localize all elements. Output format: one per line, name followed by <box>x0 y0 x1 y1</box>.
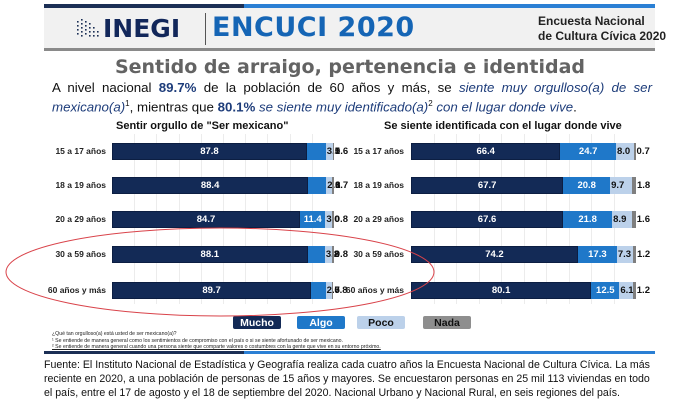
bar-segment-algo <box>307 246 325 263</box>
category-label: 30 a 59 años <box>353 249 404 259</box>
legend-algo: Algo <box>297 316 345 329</box>
header-top-bar-blue <box>244 4 655 8</box>
data-label-poco: 8.9 <box>613 214 627 225</box>
bar-segment-nada <box>332 211 334 228</box>
data-label-nada: 0.6 <box>335 146 349 157</box>
data-label-nada: 1.8 <box>637 180 651 191</box>
bar-segment-nada <box>631 177 636 194</box>
intro-text: A nivel nacional <box>52 80 159 95</box>
data-label-poco: 9.7 <box>611 180 625 191</box>
bar-segment-algo: 24.7 <box>560 143 616 160</box>
footer-rule-blue <box>244 351 655 354</box>
bar-segment-nada <box>633 143 636 160</box>
data-label-poco: 7.3 <box>617 249 632 260</box>
bar-segment-mucho: 66.4 <box>411 143 561 160</box>
bar-segment-poco <box>612 211 633 228</box>
bar-segment-poco <box>325 211 332 228</box>
intro-text: de la población de 60 años y más, se <box>196 80 459 95</box>
header-rule <box>44 48 655 51</box>
bar-segment-nada <box>332 143 335 160</box>
chart-title-pride: Sentir orgullo de "Ser mexicano" <box>116 120 289 132</box>
inegi-logo-icon <box>77 19 99 37</box>
header-subtitle-line2: de Cultura Cívica 2020 <box>538 29 667 43</box>
bar-segment-poco <box>616 246 634 263</box>
bar-segment-mucho: 88.4 <box>112 177 309 194</box>
data-label-poco: 6.1 <box>620 285 634 296</box>
intro-text: . <box>573 99 577 115</box>
category-label: 30 a 59 años <box>55 249 106 259</box>
category-label: 60 años y más <box>47 285 106 295</box>
bar-segment-algo: 21.8 <box>563 211 613 228</box>
category-label: 18 a 19 años <box>353 180 404 190</box>
product-title: ENCUCI 2020 <box>212 12 415 43</box>
data-label-nada: 0.7 <box>335 180 349 191</box>
bar-segment-algo <box>311 282 326 299</box>
intro-italic-identity: se siente muy identificado(a) <box>255 99 429 115</box>
data-label-nada: 1.2 <box>637 249 651 260</box>
category-label: 15 a 17 años <box>353 146 404 156</box>
footnote-2: ² Se entiende de manera general cuando u… <box>52 344 381 350</box>
chart-title-identity: Se siente identificada con el lugar dond… <box>384 120 622 132</box>
header-top-bar-navy <box>44 4 244 8</box>
bar-segment-nada <box>633 246 636 263</box>
bar-segment-poco <box>619 282 634 299</box>
bar-segment-nada <box>632 211 636 228</box>
data-label-nada: 1.6 <box>636 214 650 225</box>
bar-segment-poco <box>326 177 333 194</box>
intro-italic-pride: siente muy orgulloso(a) de ser mexicano(… <box>52 80 652 115</box>
data-label-nada: 0.8 <box>334 214 348 225</box>
bar-segment-mucho: 87.8 <box>112 143 307 160</box>
category-label: 20 a 29 años <box>353 214 404 224</box>
bar-segment-algo <box>308 177 327 194</box>
footer-rule-navy <box>44 351 244 354</box>
bar-segment-nada <box>332 246 334 263</box>
bar-segment-mucho: 88.1 <box>112 246 308 263</box>
bar-segment-mucho: 74.2 <box>411 246 578 263</box>
bar-segment-poco <box>610 177 632 194</box>
bar-segment-nada <box>332 177 334 194</box>
category-label: 60 años y más <box>345 285 404 295</box>
header-subtitle: Encuesta Nacional de Cultura Cívica 2020 <box>538 14 666 44</box>
footnote-ref-2: 2 <box>428 99 433 108</box>
bar-segment-algo: 20.8 <box>563 177 611 194</box>
intro-italic-place: con el lugar donde vive <box>432 99 574 115</box>
intro-value-identity: 80.1% <box>217 99 256 115</box>
category-label: 15 a 17 años <box>55 146 106 156</box>
bar-segment-mucho: 84.7 <box>112 211 301 228</box>
legend-mucho: Mucho <box>233 316 281 329</box>
category-label: 18 a 19 años <box>55 180 106 190</box>
legend-nada: Nada <box>423 316 471 329</box>
page-title: Sentido de arraigo, pertenencia e identi… <box>114 56 586 78</box>
legend-poco: Poco <box>357 316 405 329</box>
bar-segment-algo: 17.3 <box>577 246 617 263</box>
bar-segment-poco <box>615 143 634 160</box>
inegi-logo-text: INEGI <box>103 14 181 43</box>
bar-segment-mucho: 80.1 <box>411 282 592 299</box>
footnote-1: ¹ Se entiende de manera general como los… <box>52 338 343 344</box>
data-label-nada: 0.7 <box>636 146 650 157</box>
intro-paragraph: A nivel nacional 89.7% de la población d… <box>52 80 652 115</box>
source-note: Fuente: El Instituto Nacional de Estadís… <box>44 359 650 399</box>
data-label-poco: 8.0 <box>616 146 631 157</box>
bar-segment-nada <box>331 282 334 299</box>
header-separator <box>205 13 206 45</box>
intro-value-pride: 89.7% <box>158 80 197 95</box>
data-label-nada: 1.2 <box>636 285 650 296</box>
bar-segment-nada <box>633 282 636 299</box>
header-subtitle-line1: Encuesta Nacional <box>538 14 645 28</box>
footnote-question: ¿Qué tan orgulloso(a) está usted de ser … <box>52 331 177 337</box>
bar-segment-mucho: 67.7 <box>411 177 564 194</box>
bar-segment-algo: 12.5 <box>591 282 620 299</box>
bar-segment-mucho: 67.6 <box>411 211 564 228</box>
bar-segment-poco <box>325 143 333 160</box>
footnote-ref-1: 1 <box>125 99 130 108</box>
bar-segment-mucho: 89.7 <box>112 282 312 299</box>
bar-segment-algo: 11.4 <box>300 211 326 228</box>
header-band <box>44 8 655 48</box>
bar-segment-algo <box>306 143 326 160</box>
category-label: 20 a 29 años <box>55 214 106 224</box>
intro-text: , mientras que <box>129 99 218 115</box>
